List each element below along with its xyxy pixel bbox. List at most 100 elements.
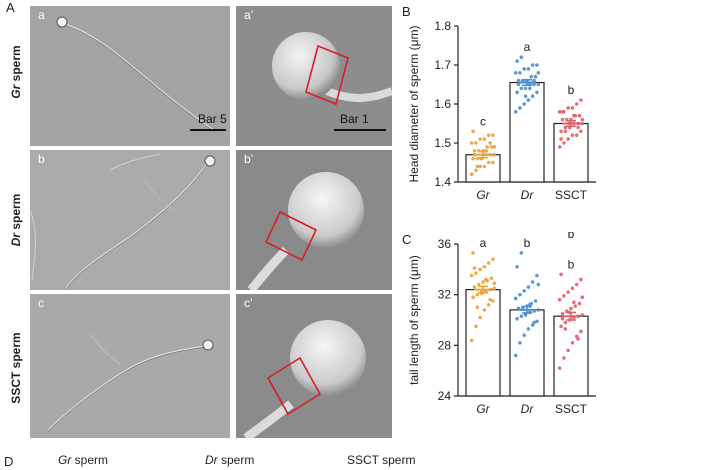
micrograph-c: c — [30, 294, 230, 438]
chart-c-point-ssct — [579, 277, 583, 282]
chart-c-point-gr — [478, 267, 482, 272]
chart-b-point-dr — [536, 82, 541, 87]
chart-b-point-ssct — [557, 145, 562, 149]
micrograph-a-prime: a’ Bar 1 — [236, 6, 392, 146]
chart-b-point-gr — [475, 164, 480, 169]
chart-c-point-dr — [519, 251, 524, 255]
chart-c-point-ssct — [559, 272, 563, 277]
micrograph-a-prime-image — [272, 32, 392, 131]
micrograph-b-image — [30, 153, 216, 290]
chart-b-xtick-label: Dr — [521, 188, 535, 202]
chart-c-point-dr — [532, 320, 536, 325]
chart-c-point-gr — [482, 308, 487, 312]
chart-c-point-dr — [519, 314, 524, 318]
chart-b-point-ssct — [557, 110, 562, 114]
chart-c-point-gr — [484, 277, 488, 282]
chart-b-point-ssct — [580, 117, 585, 122]
chart-b-ytick-label: 1.4 — [434, 175, 451, 189]
chart-c-ytick-label: 28 — [438, 338, 452, 352]
chart-c-point-dr — [523, 313, 528, 317]
chart-b-point-dr — [519, 86, 524, 91]
micrograph-c-prime: c’ — [236, 294, 392, 438]
chart-b-point-gr — [486, 160, 491, 165]
chart-c-point-ssct — [576, 337, 580, 341]
chart-c-point-ssct — [559, 324, 563, 329]
chart-b-point-dr — [529, 74, 534, 79]
chart-b-point-ssct — [563, 129, 568, 134]
chart-head-diameter: Head diameter of sperm (μm) 1.4 1.5 1.6 1.7 1… — [407, 19, 596, 202]
chart-c-point-ssct — [566, 290, 570, 294]
chart-b-point-dr — [516, 82, 521, 87]
chart-c-point-gr — [478, 315, 482, 320]
chart-b-sig-letter: a — [524, 40, 531, 54]
chart-c-point-dr — [528, 303, 532, 307]
chart-b-ylabel: Head diameter of sperm (μm) — [407, 26, 421, 183]
chart-c-ytick-label: 36 — [438, 237, 452, 251]
chart-b-point-ssct — [574, 133, 579, 137]
chart-c-point-ssct — [560, 316, 565, 321]
chart-b-point-dr — [523, 94, 528, 98]
panel-d-letter: D — [4, 454, 14, 469]
chart-b-point-gr — [471, 156, 475, 161]
label-b-prime: b’ — [244, 152, 254, 166]
chart-c-sig-letter: b — [568, 257, 575, 271]
bottom-label-ssct: SSCT sperm — [347, 453, 416, 467]
chart-b-point-gr — [469, 172, 474, 176]
bottom-label-gr: Gr sperm — [58, 453, 109, 467]
bottom-label-dr: Dr sperm — [205, 453, 255, 467]
micrograph-b: b — [30, 150, 230, 290]
chart-c-point-ssct — [563, 327, 568, 331]
chart-b-point-gr — [492, 145, 497, 149]
chart-c-point-ssct — [562, 356, 566, 360]
chart-b-point-gr — [478, 164, 482, 169]
chart-c-point-ssct — [560, 311, 565, 316]
chart-b-point-gr — [474, 168, 478, 173]
chart-b-point-dr — [516, 78, 521, 83]
chart-b-point-gr — [492, 152, 497, 157]
chart-c-point-gr — [492, 281, 497, 286]
chart-c-point-dr — [526, 285, 531, 289]
chart-c-xtick-label: SSCT — [555, 402, 588, 416]
chart-b-point-dr — [535, 63, 539, 67]
chart-c-point-dr — [522, 289, 526, 293]
chart-c-point-dr — [530, 280, 535, 284]
chart-c-xtick-label: Dr — [521, 402, 535, 416]
row-label-ssct: SSCT sperm — [9, 332, 23, 404]
micrograph-c-image — [47, 333, 214, 432]
chart-b-xtick-label: SSCT — [555, 188, 588, 202]
chart-c-point-dr — [535, 319, 539, 324]
chart-b-ytick-label: 1.7 — [434, 58, 451, 72]
chart-c-point-gr — [486, 303, 491, 307]
chart-b-point-gr — [469, 141, 474, 145]
chart-c-xtick-label: Gr — [476, 402, 490, 416]
chart-c-point-gr — [486, 261, 491, 265]
chart-b-point-ssct — [566, 137, 570, 141]
chart-b-point-dr — [523, 86, 528, 91]
chart-c-point-gr — [469, 273, 474, 278]
chart-b-bar-dr — [509, 81, 545, 183]
chart-c-sig-letter: a — [480, 236, 487, 250]
chart-c-point-gr — [488, 297, 492, 302]
chart-c-point-dr — [515, 265, 519, 269]
chart-c-point-gr — [475, 292, 480, 297]
chart-b-point-dr — [526, 67, 531, 71]
chart-b-point-dr — [513, 110, 518, 114]
chart-c-point-ssct — [563, 320, 568, 325]
chart-c-point-ssct — [562, 294, 566, 298]
chart-c-point-ssct — [574, 282, 579, 287]
micrograph-b-prime-image — [247, 172, 364, 290]
chart-c-point-gr — [475, 305, 480, 310]
chart-c-point-ssct — [557, 366, 562, 370]
chart-b-point-ssct — [570, 133, 575, 137]
micrograph-a: a Bar 5 — [30, 6, 230, 146]
chart-b-point-ssct — [560, 117, 565, 122]
chart-c-point-gr — [474, 324, 478, 329]
chart-c-bar-gr — [465, 288, 501, 397]
chart-b-ytick-label: 1.6 — [434, 97, 451, 111]
chart-b-point-dr — [532, 78, 536, 83]
label-b: b — [38, 152, 45, 166]
chart-c-point-gr — [491, 299, 495, 303]
chart-b-point-dr — [522, 102, 526, 106]
chart-c-point-ssct — [557, 297, 562, 302]
chart-b-point-ssct — [574, 102, 579, 106]
